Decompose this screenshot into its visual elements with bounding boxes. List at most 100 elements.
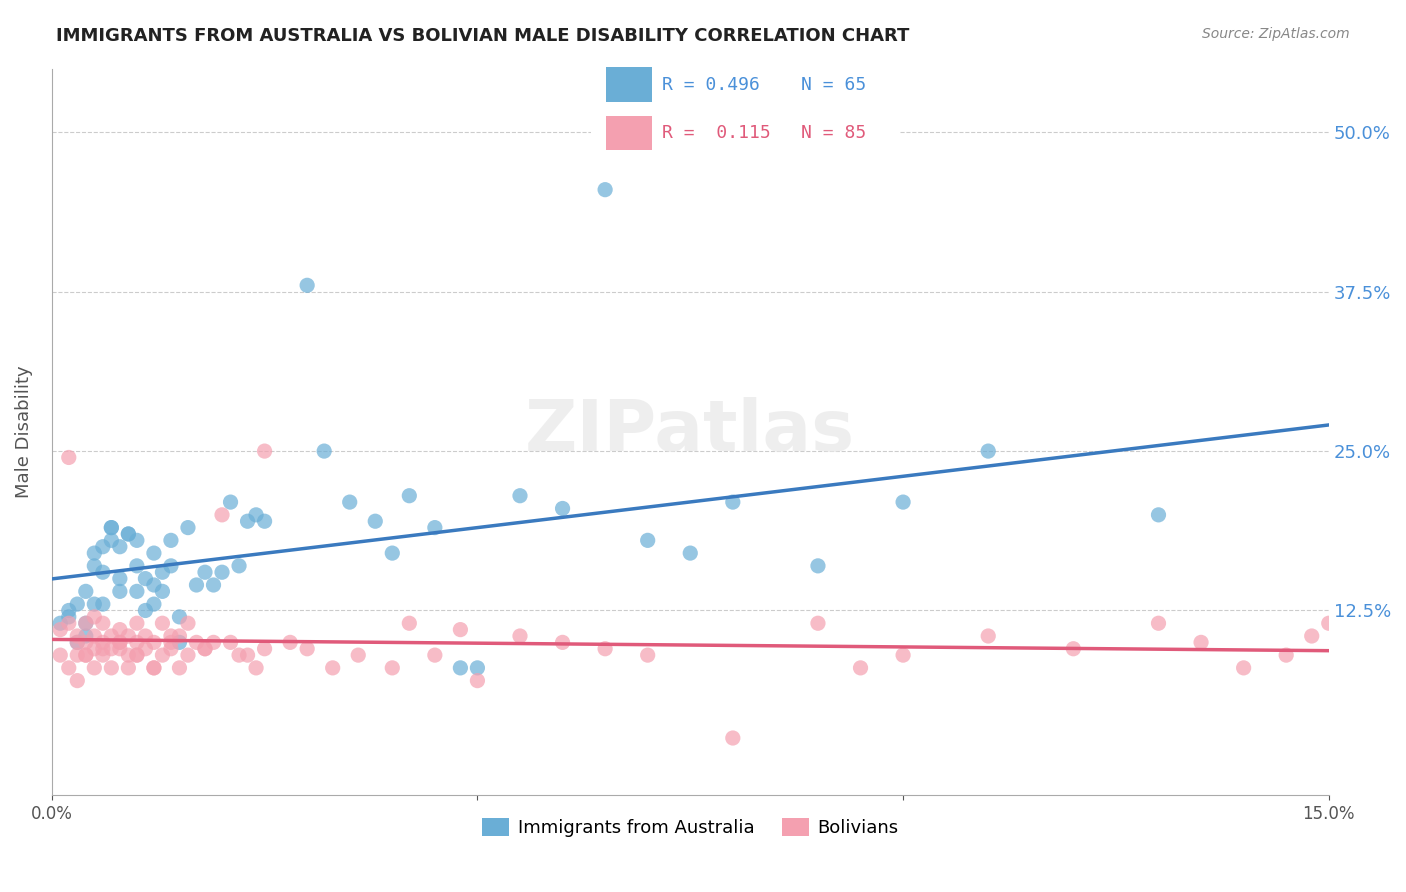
Point [142, 661, 165, 675]
Point [125, 648, 148, 662]
Y-axis label: Male Disability: Male Disability [15, 366, 32, 499]
Point [100, 641, 122, 656]
Point [108, 641, 131, 656]
Point [807, 558, 830, 573]
Point [152, 584, 174, 599]
Point [66, 629, 89, 643]
Point [142, 661, 165, 675]
Point [49, 648, 72, 662]
Point [1147, 508, 1170, 522]
Point [977, 629, 1000, 643]
Point [100, 661, 122, 675]
Point [721, 731, 744, 745]
Point [236, 648, 259, 662]
Text: R =  0.115: R = 0.115 [662, 124, 770, 142]
Point [314, 444, 336, 458]
Point [75, 635, 97, 649]
Point [108, 572, 131, 586]
Point [100, 533, 122, 548]
Point [91, 597, 114, 611]
Point [49, 623, 72, 637]
Point [83, 641, 105, 656]
Point [66, 635, 89, 649]
Point [278, 635, 301, 649]
Point [66, 648, 89, 662]
Text: N = 65: N = 65 [801, 76, 866, 94]
Point [160, 641, 183, 656]
Point [423, 648, 446, 662]
Point [593, 641, 616, 656]
Point [1233, 661, 1256, 675]
Point [509, 489, 531, 503]
Point [83, 610, 105, 624]
Point [58, 603, 80, 617]
Legend: Immigrants from Australia, Bolivians: Immigrants from Australia, Bolivians [474, 811, 905, 845]
Point [160, 635, 183, 649]
Point [807, 616, 830, 631]
Point [228, 648, 250, 662]
Point [295, 278, 318, 293]
Point [194, 641, 217, 656]
Point [91, 648, 114, 662]
Point [83, 629, 105, 643]
Point [219, 495, 242, 509]
Point [83, 597, 105, 611]
Point [202, 578, 225, 592]
Point [83, 558, 105, 573]
Point [91, 566, 114, 580]
Point [125, 533, 148, 548]
Point [100, 520, 122, 534]
Point [637, 648, 659, 662]
Bar [606, 116, 652, 150]
Point [108, 540, 131, 554]
Point [253, 514, 276, 528]
Point [134, 641, 156, 656]
Point [295, 641, 318, 656]
Point [1062, 641, 1084, 656]
Point [152, 616, 174, 631]
Text: R = 0.496: R = 0.496 [662, 76, 759, 94]
Point [381, 546, 404, 560]
Point [245, 661, 267, 675]
Point [977, 444, 1000, 458]
Point [108, 635, 131, 649]
Point [91, 540, 114, 554]
Point [117, 648, 139, 662]
Point [66, 635, 89, 649]
Point [449, 623, 471, 637]
Point [637, 533, 659, 548]
Point [160, 533, 183, 548]
Point [125, 558, 148, 573]
Point [75, 616, 97, 631]
Point [83, 661, 105, 675]
Point [467, 673, 489, 688]
Point [160, 558, 183, 573]
Point [125, 635, 148, 649]
Point [91, 616, 114, 631]
Point [134, 603, 156, 617]
Point [194, 566, 217, 580]
Point [142, 635, 165, 649]
Point [108, 623, 131, 637]
Bar [606, 68, 652, 102]
Point [108, 635, 131, 649]
Point [66, 597, 89, 611]
Point [253, 641, 276, 656]
Point [186, 578, 208, 592]
Point [134, 572, 156, 586]
Text: Source: ZipAtlas.com: Source: ZipAtlas.com [1202, 27, 1350, 41]
Point [125, 584, 148, 599]
Point [186, 635, 208, 649]
Point [142, 597, 165, 611]
Text: IMMIGRANTS FROM AUSTRALIA VS BOLIVIAN MALE DISABILITY CORRELATION CHART: IMMIGRANTS FROM AUSTRALIA VS BOLIVIAN MA… [56, 27, 910, 45]
Point [1317, 616, 1340, 631]
Point [891, 648, 914, 662]
Point [1147, 616, 1170, 631]
Point [364, 514, 387, 528]
Text: N = 85: N = 85 [801, 124, 866, 142]
Point [58, 610, 80, 624]
Point [125, 648, 148, 662]
Point [142, 578, 165, 592]
Point [75, 629, 97, 643]
Point [398, 489, 420, 503]
